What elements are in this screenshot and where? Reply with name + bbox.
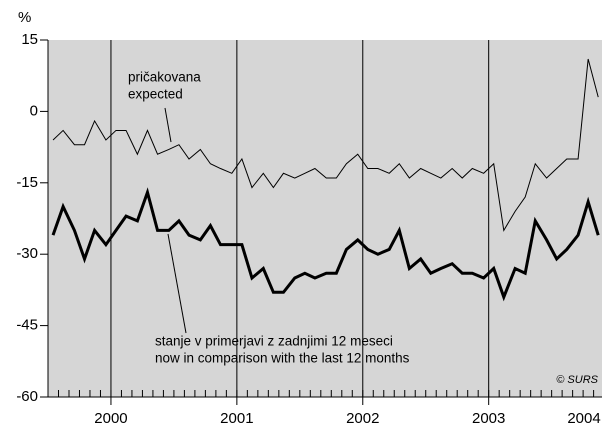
x-tick-label: 2003 [472,410,505,427]
series-line [51,187,600,302]
y-unit: % [18,9,31,26]
x-tick-label: 2002 [346,410,379,427]
plot-background [48,40,602,397]
x-tick-label: 2004 [567,410,600,427]
y-tick-label: -15 [16,174,38,191]
x-tick-label: 2000 [94,410,127,427]
y-tick-label: -45 [16,317,38,334]
annotation: stanje v primerjavi z zadnjimi 12 meseci [155,334,393,349]
source: © SURS [556,374,598,386]
leader-line [164,107,172,143]
leader-line [167,233,187,334]
series-line [52,58,599,232]
y-tick-label: 0 [30,102,38,119]
annotation: expected [128,87,183,102]
x-tick-label: 2001 [220,410,253,427]
y-tick-label: 15 [21,31,38,48]
annotation: now in comparison with the last 12 month… [155,351,410,366]
y-tick-label: -60 [16,388,38,405]
annotation: pričakovana [128,70,201,85]
y-tick-label: -30 [16,245,38,262]
